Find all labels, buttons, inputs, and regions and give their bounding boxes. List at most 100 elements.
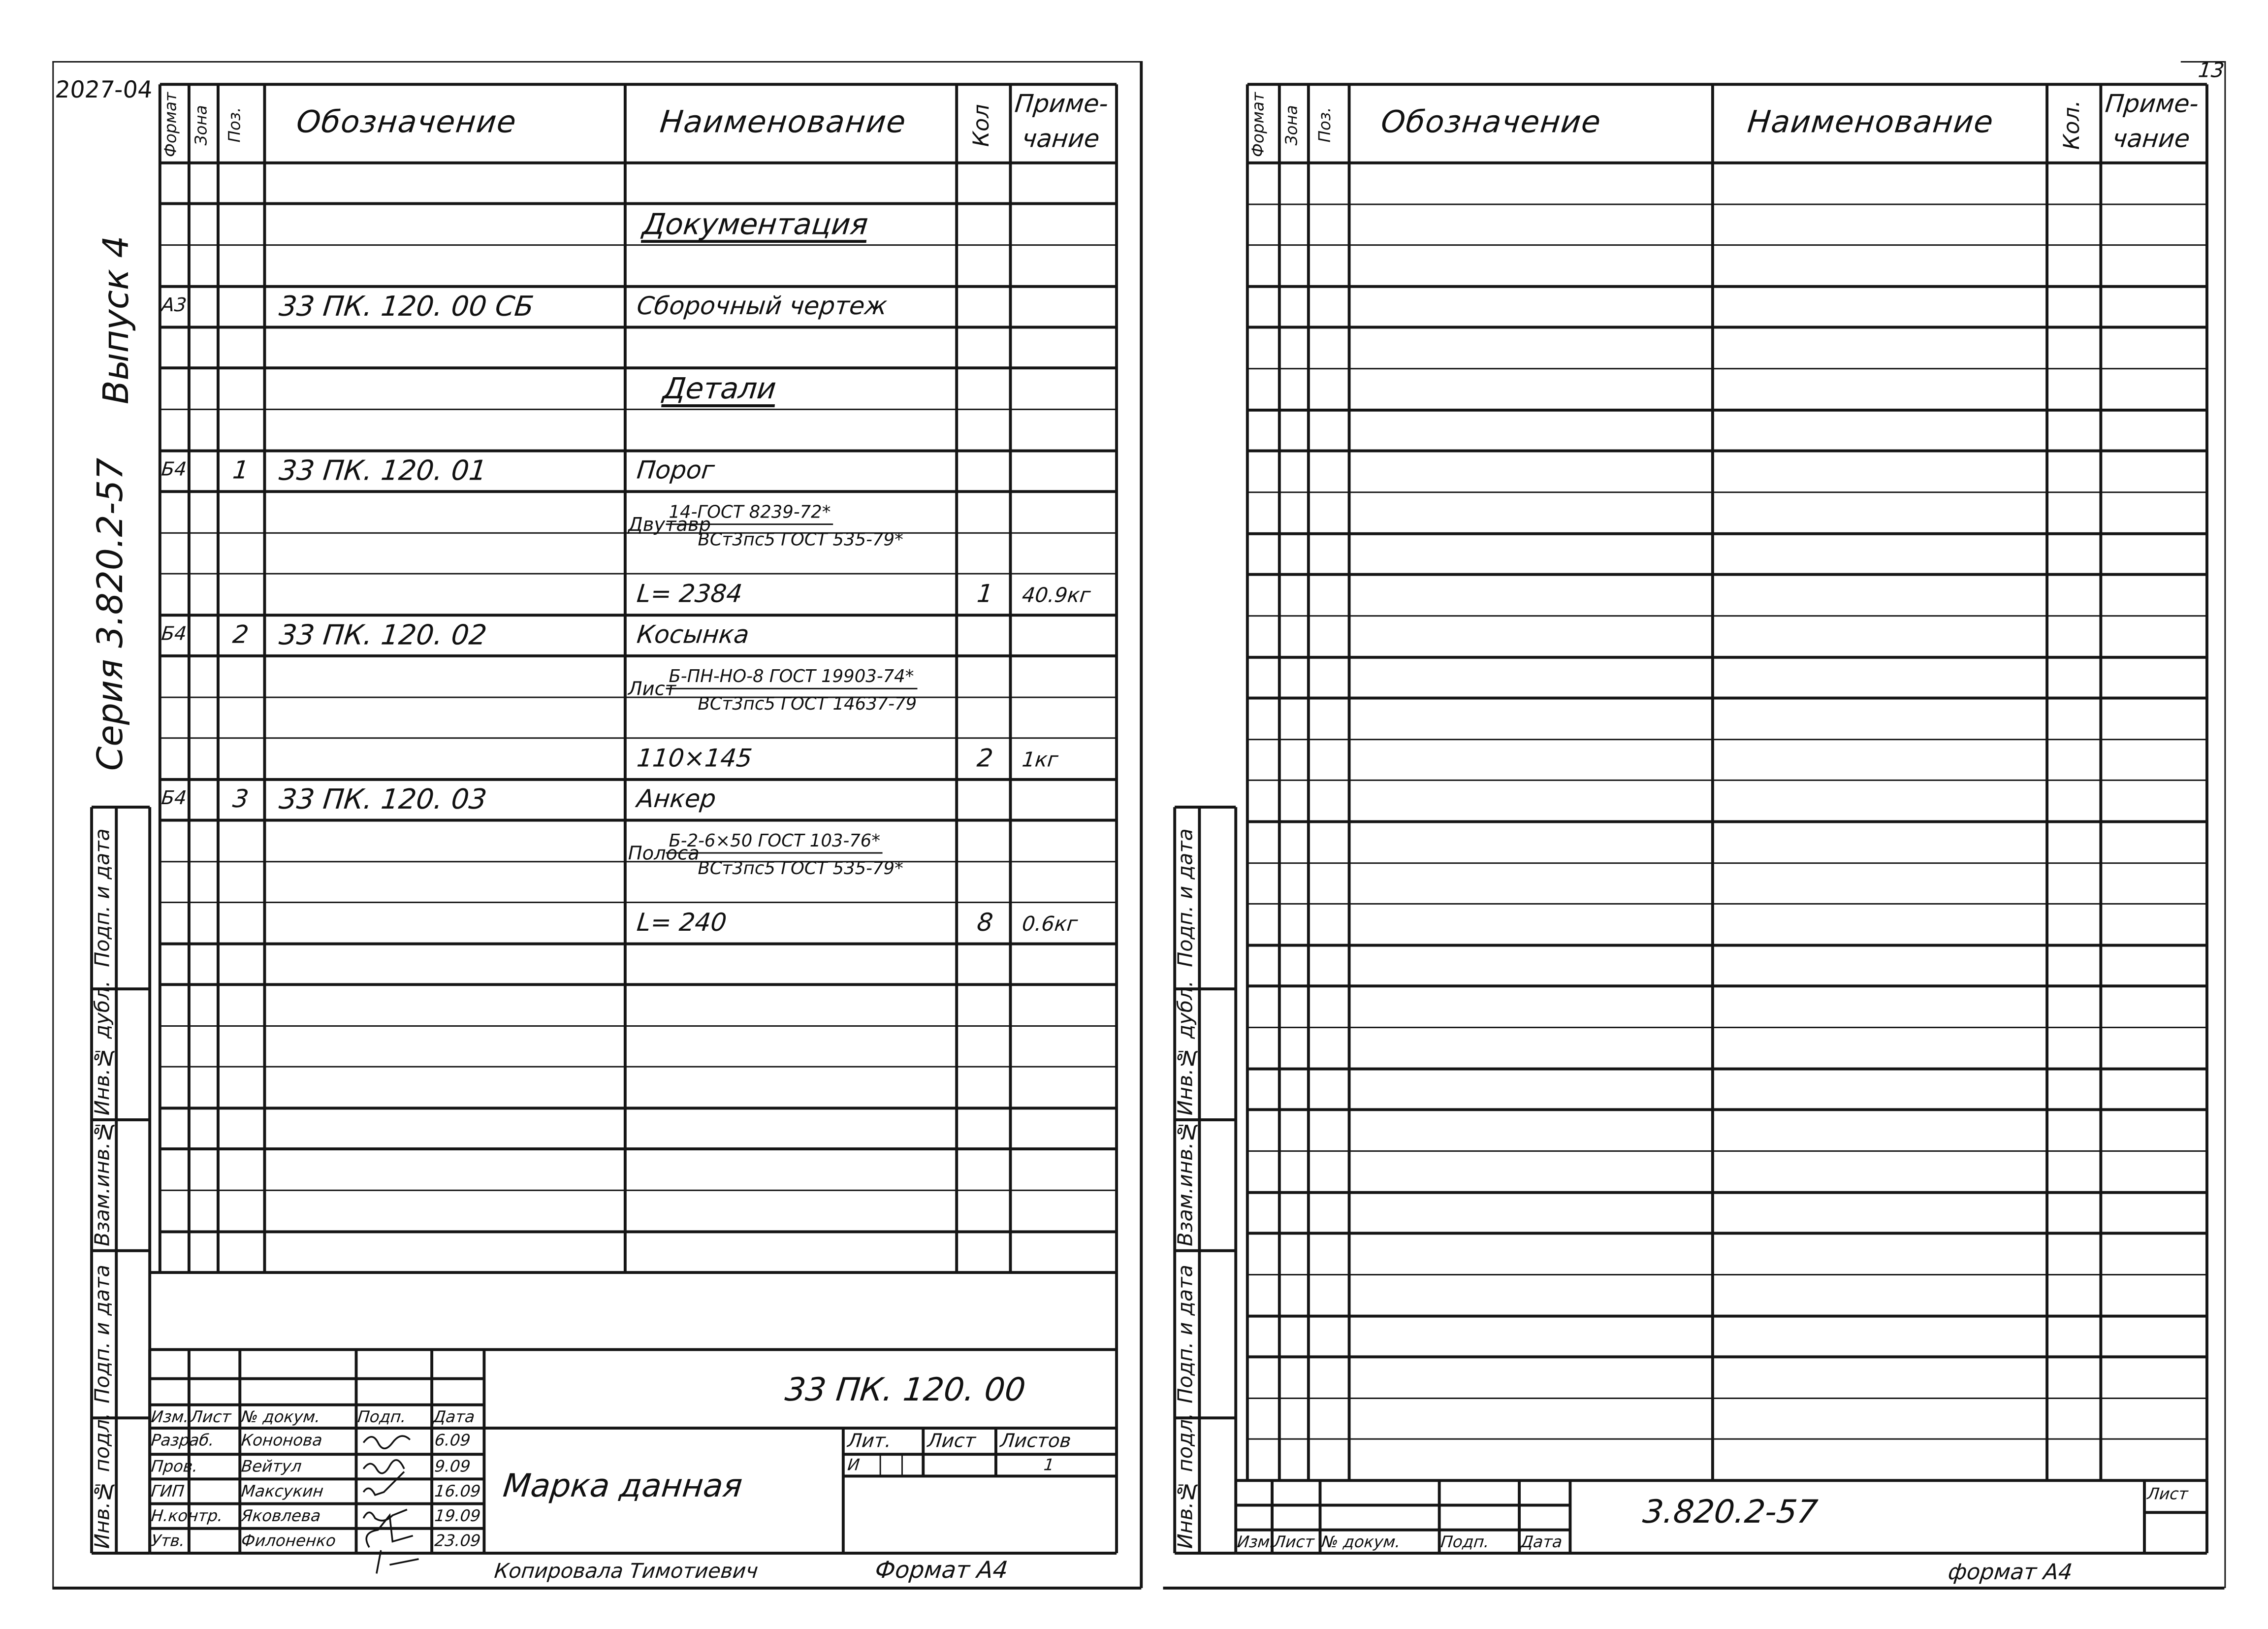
col-header-note-1: Приме- xyxy=(2104,90,2200,120)
side-strip-label: Инв.№ подл. xyxy=(1175,1412,1198,1549)
column-line xyxy=(955,84,958,1273)
row-designation: 33 ПК. 120. 02 xyxy=(277,619,488,652)
row-line xyxy=(1247,738,2207,741)
row-line xyxy=(1247,1356,2207,1358)
row-designation: 33 ПК. 120. 03 xyxy=(277,783,488,816)
material-type: Двутавр xyxy=(628,515,711,537)
column-line xyxy=(1115,84,1118,1273)
signer-date: 16.09 xyxy=(433,1482,482,1501)
row-line xyxy=(1247,1067,2207,1070)
row-position: 3 xyxy=(231,785,250,814)
title-grid-column xyxy=(238,1349,241,1554)
column-line xyxy=(188,84,190,1273)
revision-header: № докум. xyxy=(1320,1532,1402,1552)
row-line xyxy=(1247,202,2207,205)
sheets-total: 1 xyxy=(1043,1456,1055,1475)
material-type: Полоса xyxy=(628,844,700,866)
signer-role: Утв. xyxy=(150,1531,186,1551)
row-line xyxy=(160,1107,1117,1109)
title-divider xyxy=(484,1426,1117,1430)
page-edge xyxy=(51,61,53,1588)
strip-line xyxy=(115,807,118,1554)
section-heading: Документация xyxy=(640,207,870,243)
signer-date: 9.09 xyxy=(433,1457,472,1476)
row-name: Порог xyxy=(635,456,716,486)
title-grid-row xyxy=(150,1478,484,1480)
row-line xyxy=(1247,820,2207,823)
row-line xyxy=(1247,1191,2207,1194)
column-line xyxy=(1246,84,1249,1481)
row-line xyxy=(1247,944,2207,946)
lit-header: Лист xyxy=(926,1431,977,1453)
strip-row xyxy=(92,1118,150,1121)
col-header-zone: Зона xyxy=(1282,105,1302,145)
material-grade: ВСт3пс5 ГОСТ 535-79* xyxy=(698,529,903,550)
signer-role: ГИП xyxy=(150,1482,186,1501)
col-header-name: Наименование xyxy=(1746,104,1996,140)
strip-row xyxy=(92,1249,150,1252)
header-bottom-border xyxy=(1247,161,2207,165)
row-line xyxy=(160,778,1117,781)
col-header-note-2: чание xyxy=(1021,125,1101,155)
lit-divider xyxy=(841,1428,845,1554)
title-grid-row xyxy=(150,1527,484,1530)
col-header-note-2: чание xyxy=(2111,125,2192,155)
lit-header: Листов xyxy=(999,1431,1072,1453)
column-line xyxy=(2100,84,2102,1481)
signer-name: Вейтул xyxy=(240,1457,303,1476)
column-line xyxy=(158,84,161,1273)
row-line xyxy=(160,983,1117,986)
row-designation: 33 ПК. 120. 00 СБ xyxy=(277,290,536,323)
lit-header: Лит. xyxy=(846,1431,893,1453)
strip-row xyxy=(1175,987,1236,990)
row-line xyxy=(1247,697,2207,700)
col-header-format: Формат xyxy=(1248,93,1268,158)
row-format: Б4 xyxy=(160,459,188,481)
side-strip-label: Инв.№ дубл. xyxy=(92,980,115,1116)
page-edge xyxy=(2180,60,2225,62)
side-strip-label: Взам.инв.№ xyxy=(92,1119,115,1246)
row-name: Косынка xyxy=(635,620,751,650)
side-strip-label: Подп. и дата xyxy=(1175,828,1198,968)
signer-role: Пров. xyxy=(150,1457,199,1476)
signature-4 xyxy=(362,1508,408,1522)
row-line xyxy=(160,1148,1117,1151)
strip-row xyxy=(1175,1118,1236,1121)
strip-row xyxy=(1175,1416,1236,1419)
row-line xyxy=(160,572,1117,575)
title-block-top xyxy=(1236,1478,2207,1482)
frame-bottom xyxy=(1236,1551,2207,1555)
row-line xyxy=(1247,1026,2207,1029)
signature-5 xyxy=(365,1513,419,1574)
title-grid-row xyxy=(150,1426,484,1430)
strip-row xyxy=(92,806,150,809)
row-line xyxy=(160,1024,1117,1027)
frame-bottom xyxy=(150,1551,1117,1555)
table-top-border xyxy=(160,82,1117,86)
revision-header: Лист xyxy=(189,1407,232,1427)
side-strip-label: Подп. и дата xyxy=(92,828,115,968)
frame-left xyxy=(1234,807,1238,1554)
column-line xyxy=(1348,84,1350,1481)
side-strip-label: Подп. и дата xyxy=(1175,1265,1198,1404)
row-note: 0.6кг xyxy=(1021,912,1079,936)
row-name: 110×145 xyxy=(635,744,754,773)
col-header-zone: Зона xyxy=(192,105,211,145)
col-header-designation: Обозначение xyxy=(1379,104,1603,140)
page-edge xyxy=(2223,61,2225,1588)
lit-row xyxy=(843,1474,1117,1478)
row-format: Б4 xyxy=(160,788,188,810)
row-designation: 33 ПК. 120. 01 xyxy=(277,455,488,487)
signer-role: Разраб. xyxy=(150,1431,215,1450)
col-header-format: Формат xyxy=(161,93,181,158)
row-quantity: 8 xyxy=(975,908,994,938)
row-name: L= 2384 xyxy=(635,580,744,609)
page-edge xyxy=(1140,61,1143,1588)
row-line xyxy=(160,696,1117,698)
row-line xyxy=(160,614,1117,617)
section-heading: Детали xyxy=(661,371,778,408)
lit-subcolumn xyxy=(879,1454,881,1476)
strip-line xyxy=(1198,807,1201,1554)
row-line xyxy=(1247,244,2207,247)
lit-column xyxy=(994,1428,997,1476)
